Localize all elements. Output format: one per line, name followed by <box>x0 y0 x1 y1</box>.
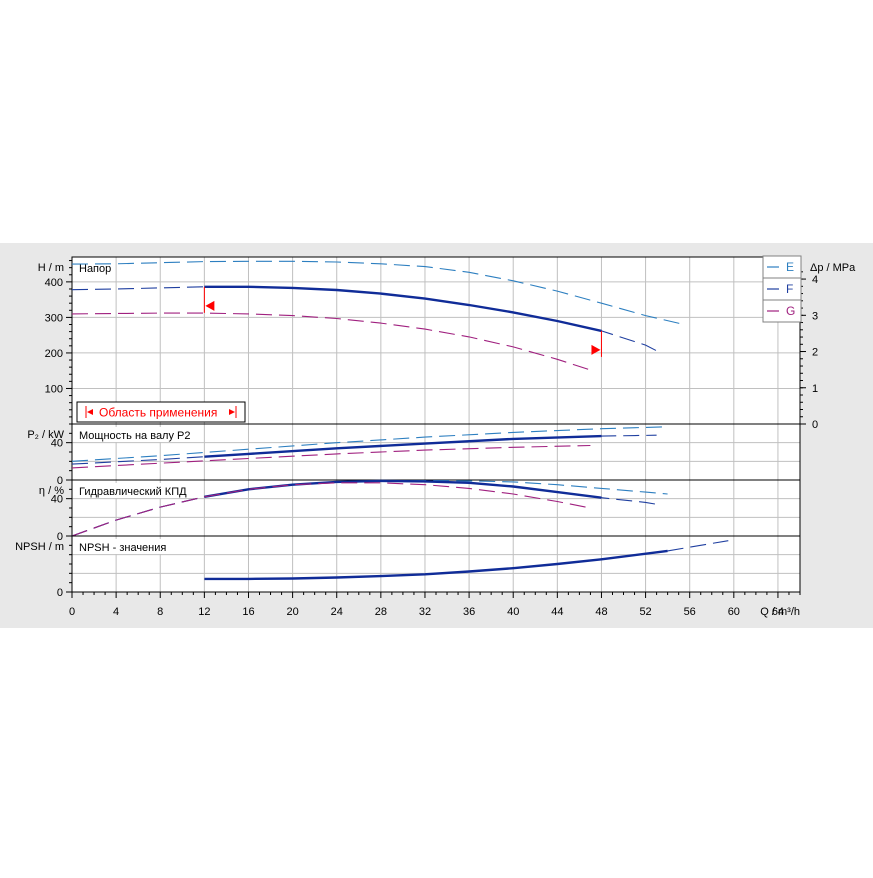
series-line-F-dashed <box>667 540 729 552</box>
legend-item-box <box>762 299 802 323</box>
right-tick-label: 0 <box>812 419 818 431</box>
x-tick-label: 16 <box>242 606 254 618</box>
panel-title-background <box>75 539 177 554</box>
x-axis-label: Q / m³/h <box>760 606 800 618</box>
y-tick-label: 100 <box>45 383 63 395</box>
x-tick-label: 20 <box>286 606 298 618</box>
right-tick-label: 3 <box>812 310 818 322</box>
x-tick-label: 40 <box>507 606 519 618</box>
right-tick-label: 2 <box>812 347 818 359</box>
y-axis-label: η / % <box>39 485 64 497</box>
x-tick-label: 48 <box>595 606 607 618</box>
range-start-marker-arrow <box>205 300 215 311</box>
y-tick-label: 0 <box>57 531 63 543</box>
series-line-E-dashed <box>71 260 685 326</box>
legend: EFG <box>762 255 802 323</box>
x-tick-label: 32 <box>419 606 431 618</box>
right-tick-label: 4 <box>812 274 818 286</box>
y-tick-label: 200 <box>45 348 63 360</box>
application-range-box <box>76 401 246 423</box>
series-line-F-solid <box>204 434 602 458</box>
application-range-left-arrow <box>87 409 93 415</box>
panel-title: Напор <box>79 263 111 275</box>
x-tick-label: 52 <box>639 606 651 618</box>
y-tick-label: 300 <box>45 312 63 324</box>
x-tick-label: 56 <box>684 606 696 618</box>
x-tick-label: 12 <box>198 606 210 618</box>
series-line-G-dashed <box>71 312 591 371</box>
panel-title-background <box>75 483 197 498</box>
y-axis-label: H / m <box>38 262 64 274</box>
x-tick-label: 8 <box>157 606 163 618</box>
y-tick-label: 0 <box>57 587 63 599</box>
range-end-marker-arrow <box>591 344 601 355</box>
x-axis: 0 4 8 12 16 20 24 28 32 36 40 44 48 52 56 60 64Q / m³/h <box>69 592 801 618</box>
y-axis-label: NPSH / m <box>15 541 64 553</box>
series-line-F-solid <box>204 285 602 333</box>
panel-title: Гидравлический КПД <box>79 486 187 498</box>
series-line-E-dashed <box>71 426 668 462</box>
series-line-F-solid <box>204 549 668 581</box>
panel-title: NPSH - значения <box>79 542 166 554</box>
panel-title: Мощность на валу P2 <box>79 430 191 442</box>
x-tick-label: 36 <box>463 606 475 618</box>
legend-label: F <box>786 282 793 296</box>
y-tick-label: 0 <box>57 475 63 487</box>
series-line-G-dashed <box>71 482 591 537</box>
panel-head: Напор H / m 100 200 300 400 Δp / MPa 0 1 2 3 4 Облас… <box>38 256 856 431</box>
legend-label: G <box>786 304 795 318</box>
panel-power: Мощность на валу P2 P₂ / kW 0 40 <box>27 423 801 487</box>
application-range-right-arrow <box>229 409 235 415</box>
series-line-G-dashed <box>71 444 591 469</box>
x-tick-label: 64 <box>772 606 784 618</box>
y-tick-label: 40 <box>51 438 63 450</box>
x-tick-label: 44 <box>551 606 563 618</box>
x-tick-label: 24 <box>331 606 343 618</box>
application-range-label: Область применения <box>99 406 217 420</box>
panel-efficiency: Гидравлический КПД η / % 0 40 <box>39 479 801 543</box>
y-axis-label: P₂ / kW <box>27 429 64 441</box>
x-tick-label: 4 <box>113 606 119 618</box>
right-tick-label: 1 <box>812 383 818 395</box>
series-line-F-solid <box>204 479 602 499</box>
legend-label: E <box>786 260 794 274</box>
x-tick-label: 0 <box>69 606 75 618</box>
panel-title-background <box>75 427 203 442</box>
x-tick-label: 60 <box>728 606 740 618</box>
right-axis-label: Δp / MPa <box>810 262 856 274</box>
y-tick-label: 400 <box>45 277 63 289</box>
x-tick-label: 28 <box>375 606 387 618</box>
y-tick-label: 40 <box>51 494 63 506</box>
